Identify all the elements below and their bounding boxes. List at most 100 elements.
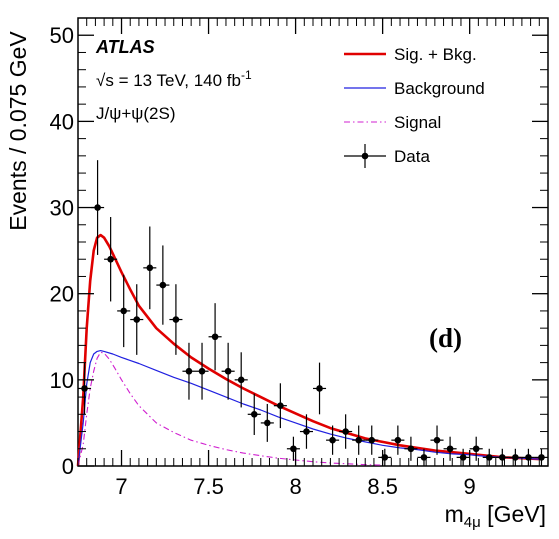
data-point bbox=[482, 448, 496, 466]
energy-lumi-label: √s = 13 TeV, 140 fb-1 bbox=[96, 68, 252, 90]
data-point-marker bbox=[446, 445, 454, 453]
data-point bbox=[221, 342, 235, 400]
data-point bbox=[534, 448, 548, 466]
data-point-marker bbox=[107, 255, 114, 263]
data-point bbox=[456, 448, 470, 466]
data-point-marker bbox=[250, 411, 258, 418]
data-point-marker bbox=[133, 316, 141, 323]
channel-label: J/ψ+ψ(2S) bbox=[96, 104, 176, 123]
data-point bbox=[247, 393, 261, 435]
data-point bbox=[443, 436, 457, 461]
data-point bbox=[286, 436, 300, 461]
data-point-marker bbox=[368, 436, 376, 444]
data-point bbox=[156, 245, 170, 325]
data-point bbox=[352, 425, 366, 455]
data-point-marker bbox=[172, 316, 180, 323]
x-tick-label: 7.5 bbox=[193, 474, 224, 499]
data-point bbox=[117, 274, 131, 348]
data-point bbox=[339, 414, 353, 449]
data-point-marker bbox=[499, 454, 506, 461]
y-axis-title: Events / 0.075 GeV bbox=[5, 31, 31, 231]
legend-data-label: Data bbox=[394, 147, 430, 166]
legend-sigbkg-label: Sig. + Bkg. bbox=[394, 45, 477, 64]
data-point-marker bbox=[303, 428, 310, 435]
data-point-marker bbox=[159, 281, 167, 289]
data-point bbox=[391, 425, 405, 455]
data-point-marker bbox=[472, 445, 480, 453]
data-point bbox=[208, 303, 222, 371]
y-tick-label: 0 bbox=[62, 454, 74, 479]
data-point-marker bbox=[525, 454, 532, 461]
legend-data-marker bbox=[361, 152, 369, 160]
y-tick-label: 40 bbox=[50, 109, 74, 134]
y-tick-label: 30 bbox=[50, 196, 74, 221]
data-point bbox=[104, 217, 118, 302]
data-point-marker bbox=[485, 454, 493, 461]
data-point bbox=[234, 352, 248, 408]
data-point-marker bbox=[420, 454, 428, 461]
legend-background-label: Background bbox=[394, 79, 485, 98]
series-background-line bbox=[77, 350, 540, 467]
series-signal-line bbox=[77, 351, 383, 467]
ticks-group: 7 7.5 8 8.5 9 0 10 20 30 40 50 bbox=[50, 17, 549, 499]
data-point-marker bbox=[433, 436, 441, 444]
data-point bbox=[195, 342, 209, 400]
data-point-marker bbox=[316, 385, 323, 392]
data-point bbox=[404, 436, 418, 461]
legend: Sig. + Bkg. Background Signal Data bbox=[344, 45, 485, 168]
x-axis-title: m4μ [GeV] bbox=[445, 501, 546, 531]
x-tick-label: 7 bbox=[115, 474, 127, 499]
data-point-marker bbox=[342, 428, 349, 435]
data-point bbox=[365, 425, 379, 455]
atlas-label: ATLAS bbox=[95, 37, 155, 57]
data-point bbox=[169, 284, 183, 355]
data-point-marker bbox=[394, 436, 402, 444]
data-point-marker bbox=[185, 367, 193, 375]
data-points-group bbox=[78, 160, 548, 466]
data-point-marker bbox=[264, 419, 271, 427]
data-point-marker bbox=[538, 454, 545, 461]
data-point-marker bbox=[94, 204, 101, 211]
data-point-marker bbox=[355, 436, 362, 444]
data-point-marker bbox=[277, 402, 284, 409]
data-point bbox=[143, 226, 157, 310]
lumi-exponent: -1 bbox=[241, 68, 252, 82]
data-point-marker bbox=[237, 376, 245, 384]
panel-label: (d) bbox=[429, 323, 462, 353]
data-point-marker bbox=[459, 454, 467, 461]
data-point bbox=[521, 448, 535, 466]
sqrt-s-label: √s bbox=[96, 71, 114, 90]
data-point-marker bbox=[407, 445, 415, 453]
data-point bbox=[469, 436, 483, 461]
data-point bbox=[508, 448, 522, 466]
data-point bbox=[273, 383, 287, 429]
data-point bbox=[130, 284, 144, 355]
legend-signal-label: Signal bbox=[394, 113, 441, 132]
data-point bbox=[299, 414, 313, 449]
x-axis-title-sub: 4μ bbox=[464, 514, 481, 531]
data-point-marker bbox=[211, 333, 219, 341]
x-axis-title-unit: [GeV] bbox=[481, 501, 546, 527]
data-point-marker bbox=[512, 454, 519, 461]
y-tick-label: 20 bbox=[50, 282, 74, 307]
data-point bbox=[417, 448, 431, 466]
x-tick-label: 9 bbox=[464, 474, 476, 499]
series-sigbkg-line bbox=[76, 233, 540, 467]
data-point-marker bbox=[146, 264, 154, 272]
data-point-marker bbox=[224, 367, 232, 375]
x-tick-label: 8.5 bbox=[367, 474, 398, 499]
y-tick-label: 10 bbox=[50, 368, 74, 393]
y-tick-label: 50 bbox=[50, 23, 74, 48]
data-point bbox=[495, 448, 509, 466]
data-point-marker bbox=[120, 307, 127, 315]
x-tick-label: 8 bbox=[289, 474, 301, 499]
data-point bbox=[326, 425, 340, 455]
data-point bbox=[182, 342, 196, 400]
curves-group bbox=[76, 233, 540, 467]
data-point bbox=[378, 448, 392, 466]
data-point bbox=[260, 403, 274, 442]
data-point bbox=[430, 425, 444, 455]
x-axis-title-main: m bbox=[445, 501, 464, 527]
data-point bbox=[313, 362, 327, 415]
data-point-marker bbox=[198, 367, 206, 375]
